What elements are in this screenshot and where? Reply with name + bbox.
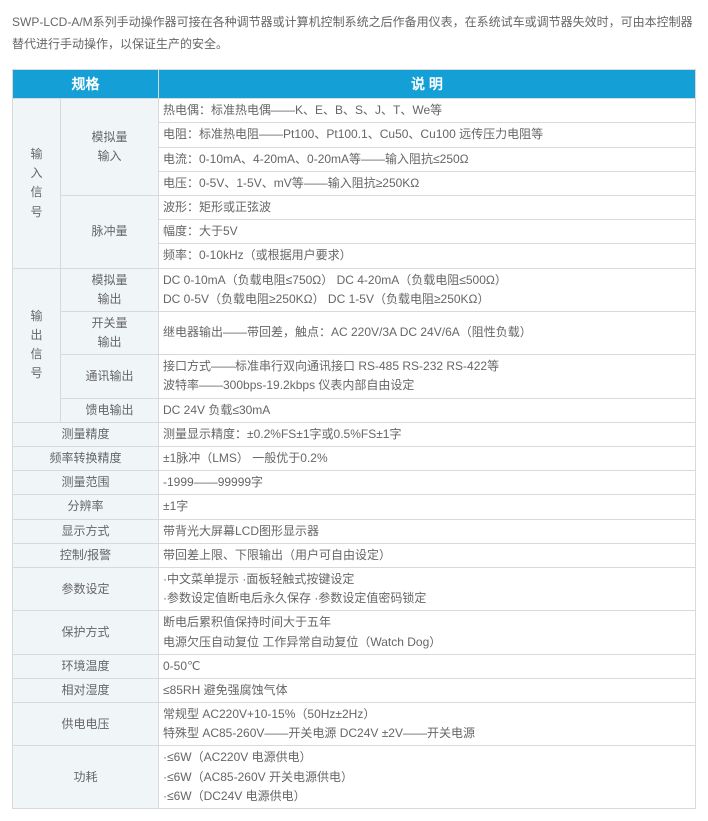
row: 电压：0-5V、1-5V、mV等——输入阻抗≥250KΩ bbox=[159, 171, 696, 195]
row: ±1脉冲（LMS） 一般优于0.2% bbox=[159, 447, 696, 471]
row-label: 相对湿度 bbox=[13, 678, 159, 702]
row: 电流：0-10mA、4-20mA、0-20mA等——输入阻抗≤250Ω bbox=[159, 147, 696, 171]
intro-text: SWP-LCD-A/M系列手动操作器可接在各种调节器或计算机控制系统之后作备用仪… bbox=[12, 12, 696, 55]
row: 常规型 AC220V+10-15%（50Hz±2Hz）特殊型 AC85-260V… bbox=[159, 703, 696, 746]
sub-analog-in: 模拟量输入 bbox=[61, 99, 159, 196]
row-label: 功耗 bbox=[13, 746, 159, 809]
sub-comm-out: 通讯输出 bbox=[61, 355, 159, 398]
row: ·中文菜单提示 ·面板轻触式按键设定·参数设定值断电后永久保存 ·参数设定值密码… bbox=[159, 567, 696, 610]
row: ±1字 bbox=[159, 495, 696, 519]
row-label: 供电电压 bbox=[13, 703, 159, 746]
row-label: 测量精度 bbox=[13, 422, 159, 446]
row: 带背光大屏幕LCD图形显示器 bbox=[159, 519, 696, 543]
row-label: 控制/报警 bbox=[13, 543, 159, 567]
header-desc: 说 明 bbox=[159, 70, 696, 99]
row: 电阻：标准热电阻——Pt100、Pt100.1、Cu50、Cu100 远传压力电… bbox=[159, 123, 696, 147]
row: ≤85RH 避免强腐蚀气体 bbox=[159, 678, 696, 702]
row: DC 24V 负载≤30mA bbox=[159, 398, 696, 422]
row: ·≤6W（AC220V 电源供电）·≤6W（AC85-260V 开关电源供电）·… bbox=[159, 746, 696, 809]
spec-table: 规格 说 明 输入信号 模拟量输入 热电偶：标准热电偶——K、E、B、S、J、T… bbox=[12, 69, 696, 809]
row-label: 测量范围 bbox=[13, 471, 159, 495]
sub-pulse-in: 脉冲量 bbox=[61, 195, 159, 268]
row: DC 0-10mA（负载电阻≤750Ω） DC 4-20mA（负载电阻≤500Ω… bbox=[159, 268, 696, 311]
row: 带回差上限、下限输出（用户可自由设定） bbox=[159, 543, 696, 567]
row-label: 分辨率 bbox=[13, 495, 159, 519]
row: 断电后累积值保持时间大于五年电源欠压自动复位 工作异常自动复位（Watch Do… bbox=[159, 611, 696, 654]
row: 幅度：大于5V bbox=[159, 220, 696, 244]
group-input: 输入信号 bbox=[13, 99, 61, 268]
header-spec: 规格 bbox=[13, 70, 159, 99]
row: 0-50℃ bbox=[159, 654, 696, 678]
row: 测量显示精度：±0.2%FS±1字或0.5%FS±1字 bbox=[159, 422, 696, 446]
row: 频率：0-10kHz（或根据用户要求） bbox=[159, 244, 696, 268]
sub-analog-out: 模拟量输出 bbox=[61, 268, 159, 311]
group-output: 输出信号 bbox=[13, 268, 61, 422]
row-label: 保护方式 bbox=[13, 611, 159, 654]
row: 热电偶：标准热电偶——K、E、B、S、J、T、We等 bbox=[159, 99, 696, 123]
sub-switch-out: 开关量输出 bbox=[61, 311, 159, 354]
row: -1999——99999字 bbox=[159, 471, 696, 495]
row: 继电器输出——带回差，触点：AC 220V/3A DC 24V/6A（阻性负载） bbox=[159, 311, 696, 354]
row: 波形：矩形或正弦波 bbox=[159, 195, 696, 219]
row-label: 频率转换精度 bbox=[13, 447, 159, 471]
row: 接口方式——标准串行双向通讯接口 RS-485 RS-232 RS-422等波特… bbox=[159, 355, 696, 398]
sub-feed-out: 馈电输出 bbox=[61, 398, 159, 422]
row-label: 环境温度 bbox=[13, 654, 159, 678]
row-label: 显示方式 bbox=[13, 519, 159, 543]
row-label: 参数设定 bbox=[13, 567, 159, 610]
